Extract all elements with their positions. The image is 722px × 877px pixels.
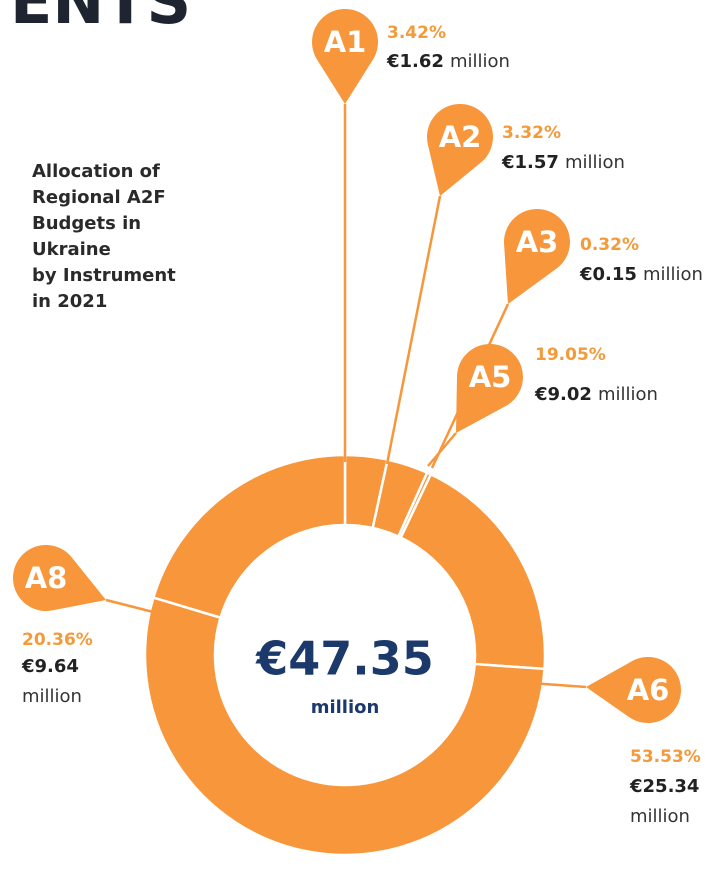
pin: [13, 545, 106, 611]
leader-line: [385, 195, 442, 465]
percent-label: 3.32%: [502, 123, 561, 143]
amount-label: €1.62: [386, 51, 444, 72]
percent-label: 53.53%: [630, 747, 701, 767]
pin: [586, 656, 681, 723]
pin: [312, 9, 378, 104]
percent-label: 0.32%: [580, 235, 639, 255]
amount-line: €1.62 million: [386, 51, 510, 72]
amount-label: €9.64: [21, 656, 79, 677]
pin-label: A5: [469, 360, 512, 394]
pin: [456, 344, 523, 433]
chart-title: Allocation of Regional A2F Budgets in Ukrai…: [32, 161, 176, 312]
heading: ENTS: [10, 0, 191, 38]
amount-label: €0.15: [579, 264, 637, 285]
unit-label: million: [450, 51, 510, 72]
title-line: in 2021: [32, 291, 107, 312]
pin: [504, 208, 570, 304]
slice: [143, 595, 546, 857]
pin-label: A1: [324, 25, 367, 59]
leader-line: [473, 677, 587, 689]
title-line: Budgets in: [32, 213, 141, 234]
title-line: Ukraine: [32, 239, 111, 260]
pin-label: A6: [627, 673, 670, 707]
total-value: €47.35: [255, 632, 434, 686]
unit-label: million: [565, 152, 625, 173]
title-line: Allocation of: [32, 161, 160, 182]
title-line: by Instrument: [32, 265, 176, 286]
percent-label: 20.36%: [22, 630, 93, 650]
total-unit: million: [311, 697, 380, 718]
title-line: Regional A2F: [32, 187, 166, 208]
amount-line: €9.02 million: [534, 384, 658, 405]
pin-label: A2: [439, 120, 482, 154]
leader-line: [427, 432, 457, 467]
pin-label: A3: [516, 225, 559, 259]
amount-line: €0.15 million: [579, 264, 703, 285]
amount-line: €1.57 million: [501, 152, 625, 173]
percent-label: 19.05%: [535, 345, 606, 365]
pin-label: A8: [25, 561, 68, 595]
unit-label: million: [630, 806, 690, 827]
leader-line: [105, 598, 217, 630]
amount-label: €1.57: [501, 152, 559, 173]
unit-label: million: [598, 384, 658, 405]
amount-label: €25.34: [629, 776, 699, 797]
slice: [151, 453, 347, 620]
unit-label: million: [643, 264, 703, 285]
percent-label: 3.42%: [387, 23, 446, 43]
pin: [427, 104, 493, 196]
amount-label: €9.02: [534, 384, 592, 405]
unit-label: million: [22, 686, 82, 707]
